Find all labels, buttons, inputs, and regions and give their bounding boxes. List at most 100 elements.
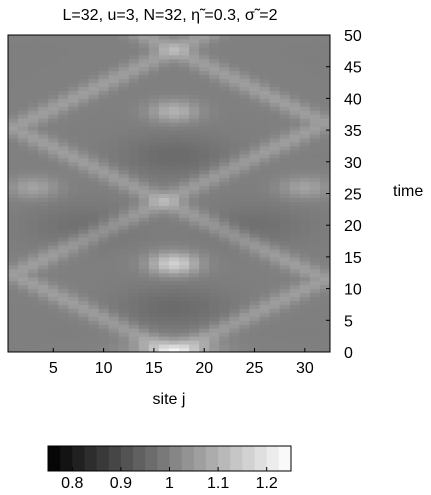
heatmap-cell	[229, 276, 240, 282]
heatmap-cell	[68, 149, 79, 155]
heatmap-cell	[108, 272, 120, 278]
heatmap-cell	[128, 185, 140, 191]
heatmap-cell	[319, 300, 331, 305]
heatmap-cell	[118, 38, 130, 44]
heatmap-cell	[38, 237, 49, 242]
heatmap-cell	[279, 35, 291, 40]
heatmap-cell	[88, 248, 100, 254]
heatmap-cell	[249, 66, 261, 72]
heatmap-cell	[138, 86, 150, 91]
colorbar-tick-label: 0.8	[61, 475, 83, 492]
heatmap-cell	[138, 268, 150, 274]
heatmap-cell	[269, 35, 281, 40]
heatmap-cell	[249, 324, 261, 329]
heatmap-cell	[68, 46, 79, 52]
heatmap-cell	[199, 50, 210, 56]
heatmap-cell	[189, 256, 200, 262]
heatmap-cell	[158, 229, 170, 234]
heatmap-cell	[269, 134, 281, 139]
heatmap-cell	[108, 248, 120, 254]
heatmap-cell	[309, 134, 321, 139]
heatmap-cell	[289, 280, 301, 286]
heatmap-cell	[8, 110, 19, 115]
heatmap-cell	[8, 86, 19, 91]
heatmap-cell	[249, 90, 261, 95]
heatmap-cell	[58, 141, 69, 147]
heatmap-cell	[219, 201, 230, 206]
heatmap-cell	[179, 126, 190, 131]
heatmap-cell	[8, 280, 19, 286]
heatmap-cell	[88, 312, 100, 317]
colorbar-segment	[169, 446, 183, 471]
heatmap-cell	[229, 205, 240, 210]
heatmap-cell	[28, 201, 39, 206]
heatmap-cell	[118, 78, 130, 84]
heatmap-cell	[199, 157, 210, 163]
heatmap-cell	[169, 35, 180, 40]
heatmap-cell	[58, 165, 69, 171]
heatmap-cell	[219, 344, 230, 349]
heatmap-cell	[289, 320, 301, 325]
heatmap-cell	[88, 320, 100, 325]
heatmap-cell	[68, 260, 79, 266]
heatmap-cell	[108, 268, 120, 274]
heatmap-cell	[229, 130, 240, 135]
heatmap-cell	[28, 213, 39, 218]
heatmap-cell	[319, 42, 331, 48]
heatmap-cell	[169, 161, 180, 167]
heatmap-cell	[28, 54, 39, 60]
heatmap-cell	[309, 169, 321, 175]
heatmap-cell	[259, 276, 271, 282]
heatmap-cell	[108, 260, 120, 266]
heatmap-cell	[118, 268, 130, 274]
heatmap-cell	[269, 280, 281, 286]
heatmap-cell	[249, 276, 261, 282]
heatmap-cell	[158, 46, 170, 52]
heatmap-cell	[158, 185, 170, 191]
heatmap-cell	[269, 90, 281, 95]
heatmap-cell	[179, 90, 190, 95]
heatmap-cell	[28, 157, 39, 163]
heatmap-cell	[78, 280, 89, 286]
heatmap-cell	[38, 98, 49, 103]
heatmap-cell	[269, 42, 281, 48]
heatmap-cell	[78, 193, 89, 198]
heatmap-cell	[269, 165, 281, 171]
heatmap-cell	[209, 248, 220, 254]
heatmap-cell	[48, 328, 59, 333]
heatmap-cell	[48, 138, 59, 143]
heatmap-cell	[38, 50, 49, 56]
heatmap-cell	[78, 344, 89, 349]
heatmap-cell	[38, 304, 49, 309]
heatmap-cell	[229, 35, 240, 40]
heatmap-cell	[189, 308, 200, 313]
heatmap-cell	[209, 145, 220, 151]
heatmap-cell	[309, 348, 321, 353]
heatmap-cell	[28, 280, 39, 286]
heatmap-cell	[299, 46, 311, 52]
heatmap-cell	[158, 35, 170, 40]
heatmap-cell	[219, 340, 230, 345]
heatmap-cell	[18, 288, 29, 294]
heatmap-cell	[249, 328, 261, 333]
heatmap-cell	[38, 197, 49, 202]
heatmap-cell	[219, 94, 230, 99]
heatmap-cell	[289, 169, 301, 175]
heatmap-cell	[199, 114, 210, 119]
heatmap-cell	[259, 312, 271, 317]
heatmap-cell	[158, 149, 170, 155]
heatmap-cell	[309, 122, 321, 127]
heatmap-cell	[189, 280, 200, 286]
heatmap-cell	[259, 320, 271, 325]
heatmap-cell	[259, 110, 271, 115]
heatmap-cell	[148, 70, 160, 76]
heatmap-cell	[169, 86, 180, 91]
heatmap-cell	[38, 138, 49, 143]
heatmap-cell	[118, 66, 130, 72]
heatmap-cell	[18, 106, 29, 111]
heatmap-cell	[289, 114, 301, 119]
heatmap-cell	[48, 245, 59, 250]
heatmap-cell	[179, 149, 190, 155]
heatmap-cell	[78, 114, 89, 119]
heatmap-cell	[189, 229, 200, 234]
